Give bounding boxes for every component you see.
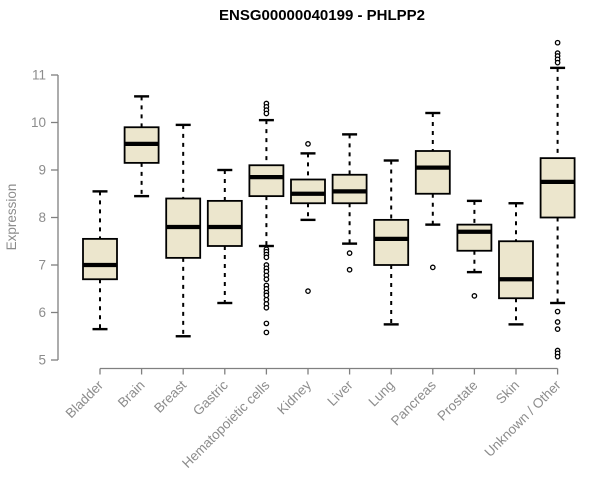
y-tick-label: 11 — [32, 68, 46, 83]
box-group-brain — [123, 95, 160, 198]
y-tick-label: 10 — [31, 115, 46, 130]
iqr-box — [82, 237, 118, 281]
box-group-kidney — [290, 141, 326, 294]
iqr-box — [373, 218, 410, 266]
iqr-box — [539, 157, 576, 219]
x-tick-label: Prostate — [434, 378, 480, 424]
outlier-point — [263, 329, 270, 336]
outlier-point — [263, 276, 270, 283]
x-tick-label: Liver — [324, 377, 356, 409]
outlier-point — [263, 304, 270, 311]
outlier-point — [429, 264, 436, 271]
outlier-point — [554, 319, 561, 325]
outlier-point — [263, 254, 270, 261]
box-group-pancreas — [414, 111, 451, 271]
iqr-box — [331, 173, 368, 205]
x-tick-label: Breast — [151, 377, 189, 415]
outlier-point — [554, 353, 561, 360]
x-tick-label: Lung — [365, 378, 397, 410]
y-tick-label: 7 — [38, 258, 46, 273]
iqr-box — [456, 223, 493, 252]
chart-title: ENSG00000040199 - PHLPP2 — [219, 7, 425, 24]
outlier-point — [554, 308, 561, 315]
y-tick-label: 5 — [38, 353, 46, 368]
y-tick-label: 6 — [38, 305, 46, 320]
x-tick-label: Brain — [115, 378, 148, 411]
box-group-skin — [498, 202, 534, 326]
outlier-point — [554, 326, 561, 332]
box-group-breast — [165, 123, 202, 338]
outlier-point — [554, 39, 561, 46]
x-tick-label: Bladder — [63, 377, 107, 421]
box-group-unknown-other — [539, 39, 576, 360]
outlier-point — [263, 110, 270, 117]
box-group-liver — [331, 133, 368, 273]
x-tick-label: Unknown / Other — [481, 377, 564, 460]
box-group-gastric — [206, 168, 243, 305]
outlier-point — [305, 288, 311, 294]
iqr-box — [206, 199, 243, 247]
box-group-hematopoietic-cells — [248, 100, 285, 336]
y-axis-label: Expression — [4, 184, 19, 251]
iqr-box — [248, 164, 285, 198]
box-group-bladder — [82, 190, 118, 331]
x-tick-label: Skin — [493, 378, 522, 407]
iqr-box — [414, 150, 451, 195]
y-tick-label: 9 — [38, 163, 46, 178]
iqr-box — [498, 240, 534, 300]
box-group-lung — [373, 159, 410, 326]
y-tick-label: 8 — [38, 210, 46, 225]
outlier-point — [263, 320, 270, 327]
outlier-point — [305, 141, 311, 147]
iqr-box — [290, 178, 326, 205]
outlier-point — [471, 293, 478, 299]
outlier-point — [346, 250, 353, 256]
x-tick-label: Kidney — [274, 377, 314, 417]
x-tick-label: Gastric — [190, 377, 231, 418]
x-tick-label: Pancreas — [388, 377, 439, 428]
outlier-point — [346, 266, 353, 273]
box-group-prostate — [456, 199, 493, 299]
outlier-point — [554, 59, 561, 66]
box-series — [82, 39, 576, 360]
